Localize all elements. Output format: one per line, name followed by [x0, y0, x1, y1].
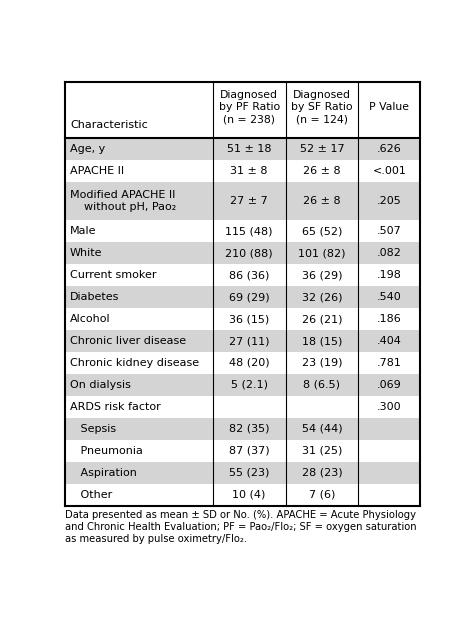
Text: 52 ± 17: 52 ± 17 — [300, 144, 344, 154]
Text: .198: .198 — [377, 270, 402, 280]
Text: White: White — [70, 248, 102, 258]
Text: 82 (35): 82 (35) — [229, 424, 269, 434]
Text: 210 (88): 210 (88) — [225, 248, 273, 258]
Bar — [65, 83, 420, 138]
Text: <.001: <.001 — [373, 166, 406, 176]
Text: 23 (19): 23 (19) — [301, 358, 342, 368]
Text: 28 (23): 28 (23) — [301, 467, 342, 478]
Text: Chronic liver disease: Chronic liver disease — [70, 336, 186, 346]
Text: .069: .069 — [377, 380, 402, 390]
Bar — [65, 286, 420, 308]
Bar — [65, 439, 420, 462]
Text: 87 (37): 87 (37) — [229, 446, 269, 456]
Text: 10 (4): 10 (4) — [232, 490, 266, 500]
Text: .626: .626 — [377, 144, 402, 154]
Text: .404: .404 — [377, 336, 402, 346]
Text: 26 ± 8: 26 ± 8 — [303, 166, 341, 176]
Bar — [65, 264, 420, 286]
Text: APACHE II: APACHE II — [70, 166, 124, 176]
Text: 36 (29): 36 (29) — [301, 270, 342, 280]
Text: 54 (44): 54 (44) — [301, 424, 342, 434]
Text: Diagnosed
by SF Ratio
(n = 124): Diagnosed by SF Ratio (n = 124) — [291, 90, 353, 125]
Text: Diagnosed
by PF Ratio
(n = 238): Diagnosed by PF Ratio (n = 238) — [219, 90, 280, 125]
Text: Age, y: Age, y — [70, 144, 105, 154]
Text: .781: .781 — [377, 358, 402, 368]
Text: 36 (15): 36 (15) — [229, 314, 269, 324]
Text: Characteristic: Characteristic — [70, 120, 148, 130]
Text: Data presented as mean ± SD or No. (%). APACHE = Acute Physiology: Data presented as mean ± SD or No. (%). … — [65, 510, 417, 520]
Text: as measured by pulse oximetry/FIo₂.: as measured by pulse oximetry/FIo₂. — [65, 534, 247, 544]
Text: On dialysis: On dialysis — [70, 380, 131, 390]
Text: 26 (21): 26 (21) — [301, 314, 342, 324]
Bar — [65, 220, 420, 242]
Text: and Chronic Health Evaluation; PF = Pao₂/FIo₂; SF = oxygen saturation: and Chronic Health Evaluation; PF = Pao₂… — [65, 522, 417, 532]
Text: 31 ± 8: 31 ± 8 — [230, 166, 268, 176]
Text: 8 (6.5): 8 (6.5) — [303, 380, 340, 390]
Text: Aspiration: Aspiration — [70, 467, 137, 478]
Bar — [65, 138, 420, 160]
Bar — [65, 483, 420, 506]
Text: 27 ± 7: 27 ± 7 — [230, 196, 268, 206]
Text: ARDS risk factor: ARDS risk factor — [70, 402, 161, 412]
Text: Pneumonia: Pneumonia — [70, 446, 143, 456]
Text: .300: .300 — [377, 402, 401, 412]
Text: 55 (23): 55 (23) — [229, 467, 269, 478]
Text: 48 (20): 48 (20) — [229, 358, 269, 368]
Text: 51 ± 18: 51 ± 18 — [227, 144, 272, 154]
Text: P Value: P Value — [369, 102, 410, 112]
Text: 65 (52): 65 (52) — [302, 226, 342, 237]
Bar — [65, 308, 420, 330]
Bar — [65, 242, 420, 264]
Text: .082: .082 — [377, 248, 402, 258]
Text: Modified APACHE II
    without pH, Pao₂: Modified APACHE II without pH, Pao₂ — [70, 190, 176, 212]
Text: 5 (2.1): 5 (2.1) — [231, 380, 268, 390]
Text: .186: .186 — [377, 314, 402, 324]
Text: 32 (26): 32 (26) — [301, 292, 342, 302]
Text: 69 (29): 69 (29) — [229, 292, 269, 302]
Text: 86 (36): 86 (36) — [229, 270, 269, 280]
Text: 26 ± 8: 26 ± 8 — [303, 196, 341, 206]
Bar — [65, 330, 420, 352]
Bar — [65, 418, 420, 439]
Text: 18 (15): 18 (15) — [302, 336, 342, 346]
Text: .540: .540 — [377, 292, 402, 302]
Text: Sepsis: Sepsis — [70, 424, 116, 434]
Text: 101 (82): 101 (82) — [298, 248, 346, 258]
Text: Alcohol: Alcohol — [70, 314, 111, 324]
Text: Current smoker: Current smoker — [70, 270, 156, 280]
Text: 115 (48): 115 (48) — [225, 226, 273, 237]
Text: Chronic kidney disease: Chronic kidney disease — [70, 358, 199, 368]
Text: 7 (6): 7 (6) — [309, 490, 335, 500]
Text: .205: .205 — [377, 196, 402, 206]
Bar — [65, 160, 420, 182]
Bar — [65, 462, 420, 483]
Bar — [65, 182, 420, 220]
Text: Male: Male — [70, 226, 97, 237]
Text: Diabetes: Diabetes — [70, 292, 119, 302]
Text: 27 (11): 27 (11) — [229, 336, 269, 346]
Text: Other: Other — [70, 490, 112, 500]
Text: 31 (25): 31 (25) — [302, 446, 342, 456]
Bar — [65, 374, 420, 396]
Bar — [65, 352, 420, 374]
Bar — [65, 396, 420, 418]
Text: .507: .507 — [377, 226, 402, 237]
